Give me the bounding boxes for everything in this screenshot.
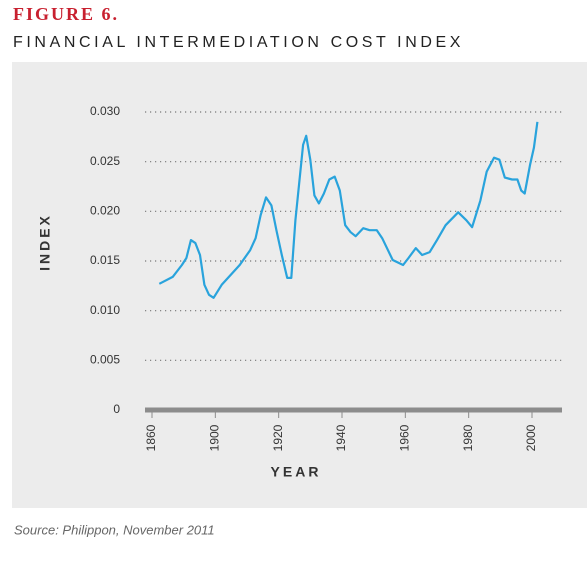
y-tick-label: 0.020 — [90, 204, 120, 218]
chart-title: FINANCIAL INTERMEDIATION COST INDEX — [13, 34, 464, 51]
y-tick-label: 0.030 — [90, 104, 120, 118]
data-line — [158, 121, 539, 299]
y-tick-label: 0.015 — [90, 253, 120, 267]
x-tick-label: 1940 — [334, 424, 348, 451]
x-tick-label: 1920 — [271, 424, 285, 451]
x-axis-title: YEAR — [271, 464, 322, 480]
y-tick-label: 0.025 — [90, 154, 120, 168]
figure-label: FIGURE 6. — [13, 4, 119, 24]
x-tick-label: 1980 — [461, 424, 475, 451]
y-axis-title: INDEX — [37, 213, 53, 271]
x-tick-label: 1860 — [144, 424, 158, 451]
source-note: Source: Philippon, November 2011 — [14, 522, 215, 537]
y-tick-label: 0 — [113, 402, 120, 416]
x-tick-label: 1900 — [208, 424, 222, 451]
y-tick-label: 0.010 — [90, 303, 120, 317]
x-tick-label: 2000 — [524, 424, 538, 451]
x-tick-label: 1960 — [398, 424, 412, 451]
y-tick-label: 0.005 — [90, 353, 120, 367]
chart-background — [12, 62, 587, 508]
